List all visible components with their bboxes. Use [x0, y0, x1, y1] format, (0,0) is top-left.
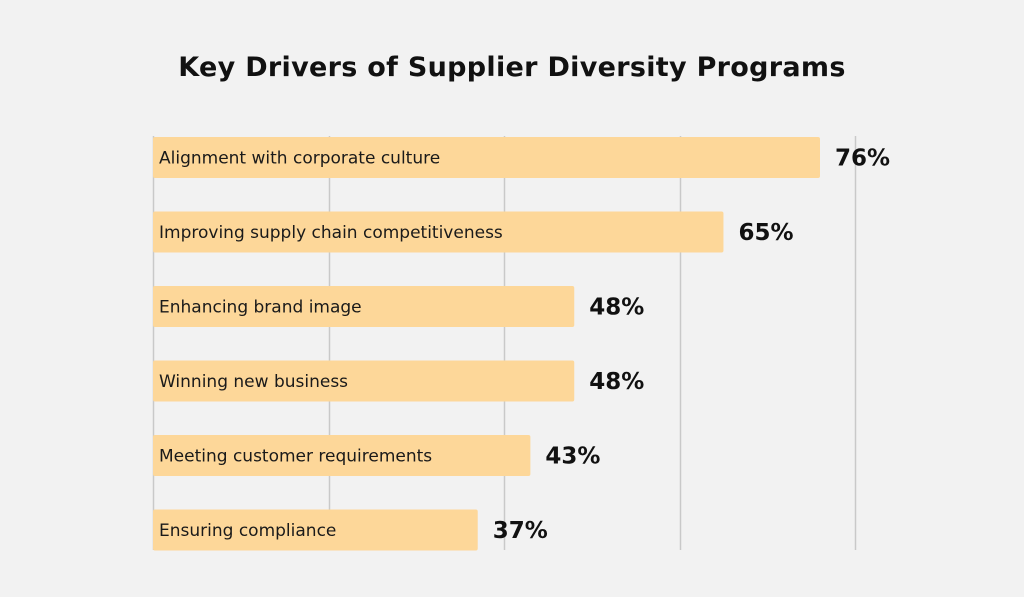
- gridlines: [152, 136, 857, 550]
- bar-group: Winning new business 48%: [153, 360, 644, 402]
- bars: Alignment with corporate culture 76% Impro…: [153, 137, 890, 551]
- chart-title: Key Drivers of Supplier Diversity Progra…: [178, 52, 846, 83]
- bar-category-label: Ensuring compliance: [159, 521, 336, 541]
- bar-category-label: Winning new business: [159, 372, 348, 392]
- bar: [153, 509, 478, 551]
- bar-value-label: 43%: [545, 444, 600, 470]
- bar-category-label: Alignment with corporate culture: [159, 149, 440, 169]
- bar: [153, 211, 724, 253]
- bar-value-label: 37%: [493, 518, 548, 544]
- bar-value-label: 48%: [589, 369, 644, 395]
- bar-value-label: 76%: [835, 146, 890, 172]
- bar-category-label: Improving supply chain competitiveness: [159, 223, 503, 243]
- bar-group: Meeting customer requirements 43%: [153, 435, 600, 476]
- bar-group: Improving supply chain competitiveness 65…: [153, 211, 794, 253]
- bar: [153, 286, 575, 327]
- bar: [153, 360, 575, 402]
- bar: [153, 435, 531, 476]
- bar-category-label: Meeting customer requirements: [159, 447, 432, 467]
- bar-value-label: 48%: [589, 295, 644, 321]
- bar-value-label: 65%: [738, 220, 793, 246]
- bar: [153, 137, 820, 178]
- bar-group: Enhancing brand image 48%: [153, 286, 644, 327]
- bar-category-label: Enhancing brand image: [159, 298, 362, 318]
- bar-group: Ensuring compliance 37%: [153, 509, 548, 551]
- bar-group: Alignment with corporate culture 76%: [153, 137, 890, 178]
